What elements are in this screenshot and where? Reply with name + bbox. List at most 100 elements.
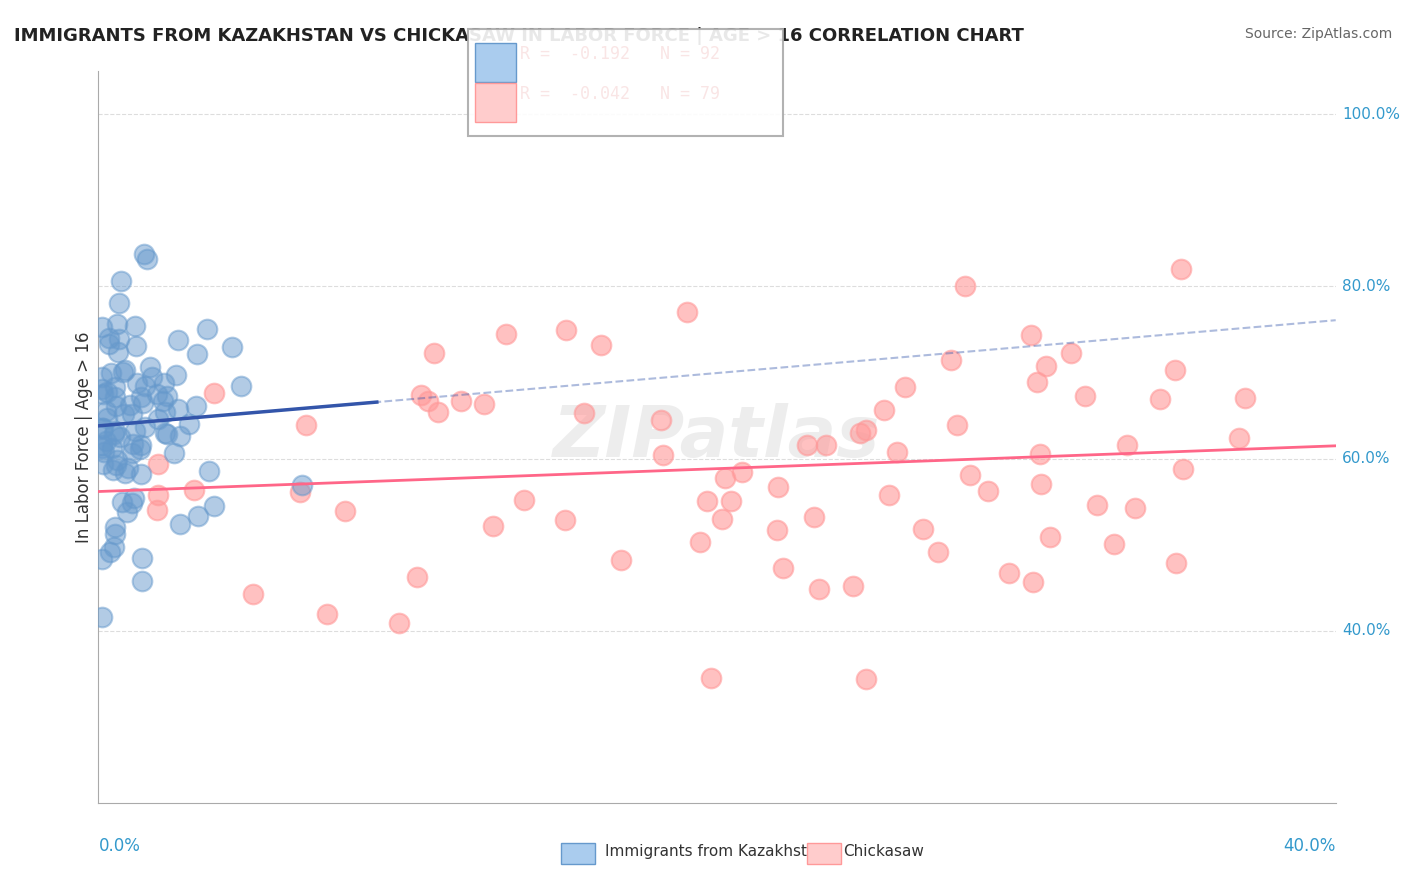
Immigrants from Kazakhstan (91, 386, 114, 401)
Chickasaw (202, 385, 225, 400)
Immigrants from Kazakhstan (105, 317, 128, 331)
Chickasaw (450, 393, 472, 408)
Immigrants from Kazakhstan (134, 420, 156, 434)
Chickasaw (959, 468, 981, 483)
Immigrants from Kazakhstan (122, 491, 145, 505)
Immigrants from Kazakhstan (163, 446, 186, 460)
Chickasaw (411, 388, 433, 402)
Chickasaw (711, 511, 734, 525)
Immigrants from Kazakhstan (229, 379, 252, 393)
Chickasaw (714, 471, 737, 485)
Immigrants from Kazakhstan (134, 379, 156, 393)
Immigrants from Kazakhstan (91, 421, 114, 435)
Immigrants from Kazakhstan (90, 552, 112, 566)
Chickasaw (1085, 499, 1108, 513)
Immigrants from Kazakhstan (103, 540, 125, 554)
Chickasaw (1102, 536, 1125, 550)
Immigrants from Kazakhstan (114, 363, 136, 377)
Chickasaw (427, 404, 450, 418)
Immigrants from Kazakhstan (120, 398, 142, 412)
Immigrants from Kazakhstan (145, 387, 167, 401)
Chickasaw (333, 503, 356, 517)
Immigrants from Kazakhstan (136, 252, 159, 266)
Chickasaw (700, 671, 723, 685)
Chickasaw (842, 579, 865, 593)
Chickasaw (953, 279, 976, 293)
Chickasaw (652, 448, 675, 462)
Text: Chickasaw: Chickasaw (844, 845, 925, 859)
Chickasaw (731, 466, 754, 480)
Immigrants from Kazakhstan (121, 495, 143, 509)
Immigrants from Kazakhstan (152, 376, 174, 390)
Immigrants from Kazakhstan (169, 516, 191, 531)
Chickasaw (766, 523, 789, 537)
Chickasaw (1233, 391, 1256, 405)
Immigrants from Kazakhstan (90, 441, 112, 455)
Chickasaw (1123, 500, 1146, 515)
Chickasaw (1031, 477, 1053, 491)
Immigrants from Kazakhstan (96, 384, 118, 399)
Chickasaw (855, 423, 877, 437)
Chickasaw (927, 544, 949, 558)
Chickasaw (315, 607, 337, 622)
Text: R =  -0.192   N = 92: R = -0.192 N = 92 (520, 45, 720, 62)
Text: ZIPatlas: ZIPatlas (554, 402, 880, 472)
Immigrants from Kazakhstan (155, 425, 177, 440)
Chickasaw (855, 673, 877, 687)
Chickasaw (416, 394, 439, 409)
Immigrants from Kazakhstan (127, 376, 149, 390)
Immigrants from Kazakhstan (156, 389, 179, 403)
Chickasaw (554, 513, 576, 527)
Chickasaw (766, 480, 789, 494)
Chickasaw (772, 561, 794, 575)
Immigrants from Kazakhstan (124, 424, 146, 438)
Immigrants from Kazakhstan (107, 344, 129, 359)
Chickasaw (796, 438, 818, 452)
Chickasaw (610, 552, 633, 566)
Chickasaw (1026, 375, 1049, 389)
Chickasaw (803, 510, 825, 524)
Immigrants from Kazakhstan (131, 574, 153, 588)
Immigrants from Kazakhstan (153, 405, 176, 419)
Immigrants from Kazakhstan (103, 426, 125, 441)
Text: 40.0%: 40.0% (1341, 624, 1391, 638)
Chickasaw (589, 337, 612, 351)
Immigrants from Kazakhstan (184, 399, 207, 413)
Immigrants from Kazakhstan (132, 246, 155, 260)
Chickasaw (242, 587, 264, 601)
Immigrants from Kazakhstan (101, 441, 124, 455)
Immigrants from Kazakhstan (129, 390, 152, 404)
Chickasaw (886, 445, 908, 459)
Chickasaw (650, 413, 672, 427)
Chickasaw (1060, 346, 1083, 360)
Chickasaw (146, 457, 169, 471)
Chickasaw (295, 418, 318, 433)
Immigrants from Kazakhstan (131, 550, 153, 565)
Immigrants from Kazakhstan (104, 526, 127, 541)
Chickasaw (513, 492, 536, 507)
Immigrants from Kazakhstan (114, 466, 136, 480)
Chickasaw (1227, 432, 1250, 446)
Immigrants from Kazakhstan (121, 445, 143, 459)
Immigrants from Kazakhstan (125, 338, 148, 352)
Immigrants from Kazakhstan (165, 368, 187, 382)
Immigrants from Kazakhstan (291, 478, 314, 492)
Immigrants from Kazakhstan (93, 445, 115, 459)
Immigrants from Kazakhstan (90, 421, 112, 435)
Chickasaw (1164, 556, 1187, 570)
Immigrants from Kazakhstan (104, 390, 127, 404)
Chickasaw (495, 326, 517, 341)
Chickasaw (946, 417, 969, 432)
Immigrants from Kazakhstan (96, 410, 118, 425)
Immigrants from Kazakhstan (90, 320, 112, 334)
Immigrants from Kazakhstan (97, 331, 120, 345)
Immigrants from Kazakhstan (104, 458, 127, 472)
Chickasaw (815, 438, 838, 452)
Immigrants from Kazakhstan (121, 437, 143, 451)
Immigrants from Kazakhstan (91, 458, 114, 472)
Immigrants from Kazakhstan (97, 336, 120, 351)
Immigrants from Kazakhstan (104, 520, 127, 534)
Immigrants from Kazakhstan (141, 369, 163, 384)
Chickasaw (1149, 392, 1171, 406)
Chickasaw (1074, 389, 1097, 403)
